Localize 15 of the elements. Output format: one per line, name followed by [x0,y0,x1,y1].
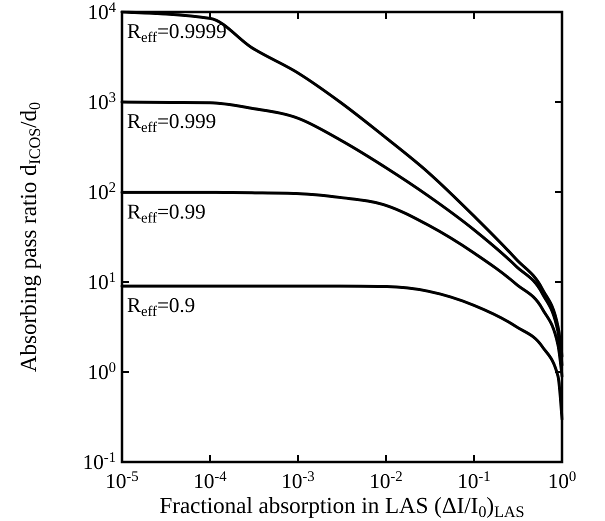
x-tick-label: 10$^{0}$ [548,469,576,493]
series-label: R$_{eff}$=0.99 [127,199,206,226]
y-tick-label: 10$^{0}$ [88,360,116,384]
legend-label: R$_{eff}$=0.9999 [127,19,227,46]
x-tick-label: 10$^{-1}$ [457,469,491,493]
y-tick-label: 10$^{3}$ [88,90,116,114]
x-tick-label: 10$^{-4}$ [193,469,228,493]
series-label: R$_{eff}$=0.9 [127,293,196,320]
y-tick-label: 10$^{2}$ [88,180,116,204]
x-tick-label: 10$^{-3}$ [281,469,315,493]
y-tick-label: 10$^{1}$ [88,270,116,294]
x-tick-label: 10$^{-2}$ [369,469,403,493]
y-tick-label: 10$^{4}$ [88,0,117,24]
x-axis-title: Fractional absorption in LAS (ΔI/I$_{0}$)$_{LAS}$ [160,493,524,521]
series-label: R$_{eff}$=0.999 [127,109,216,136]
